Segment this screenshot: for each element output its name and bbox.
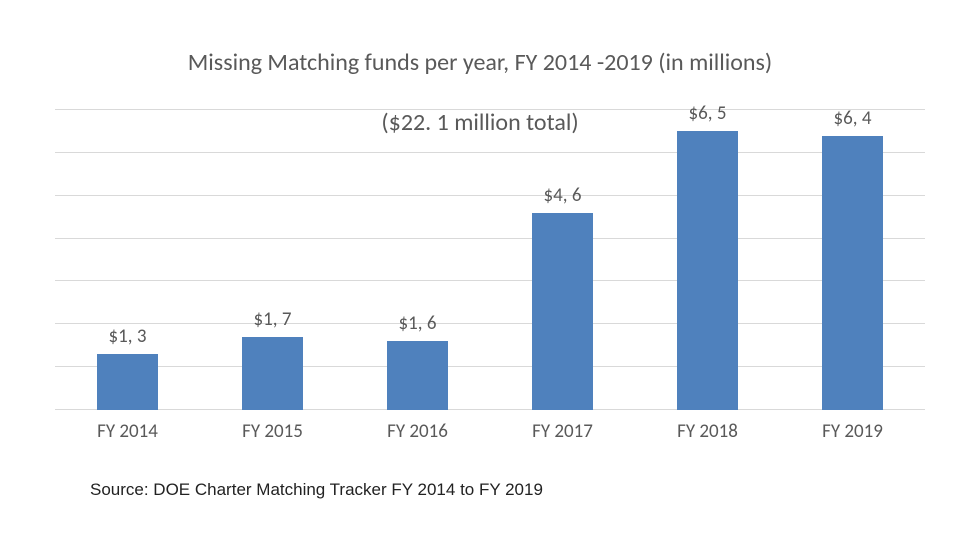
bar-group: $1, 6 [345, 110, 490, 410]
bar-group: $6, 5 [635, 110, 780, 410]
bar-value-label: $4, 6 [490, 184, 635, 207]
bar-value-label: $1, 3 [55, 325, 200, 348]
bar [822, 136, 883, 410]
bar-group: $1, 7 [200, 110, 345, 410]
bar [387, 341, 448, 410]
x-axis-label: FY 2014 [55, 420, 200, 443]
bar [677, 131, 738, 410]
bar [242, 337, 303, 410]
chart-plot-area: $1, 3$1, 7$1, 6 $4, 6$6, 5$6, 4 [55, 110, 925, 410]
x-axis-label: FY 2018 [635, 420, 780, 443]
bar-value-label: $6, 5 [635, 102, 780, 125]
x-axis-label: FY 2017 [490, 420, 635, 443]
bar [532, 213, 593, 410]
bar-value-label: $1, 7 [200, 308, 345, 331]
x-axis-label: FY 2019 [780, 420, 925, 443]
x-axis-label: FY 2015 [200, 420, 345, 443]
bar-group: $4, 6 [490, 110, 635, 410]
bar-value-label: $1, 6 [345, 312, 490, 335]
page-root: Missing Matching funds per year, FY 2014… [0, 0, 960, 540]
source-caption: Source: DOE Charter Matching Tracker FY … [90, 480, 543, 500]
bar-group: $1, 3 [55, 110, 200, 410]
bar-group: $6, 4 [780, 110, 925, 410]
chart-title-line1: Missing Matching funds per year, FY 2014… [188, 48, 772, 77]
bar-value-label: $6, 4 [780, 107, 925, 130]
bar [97, 354, 158, 410]
x-axis-labels: FY 2014FY 2015FY 2016FY 2017FY 2018FY 20… [55, 420, 925, 450]
x-axis-label: FY 2016 [345, 420, 490, 443]
